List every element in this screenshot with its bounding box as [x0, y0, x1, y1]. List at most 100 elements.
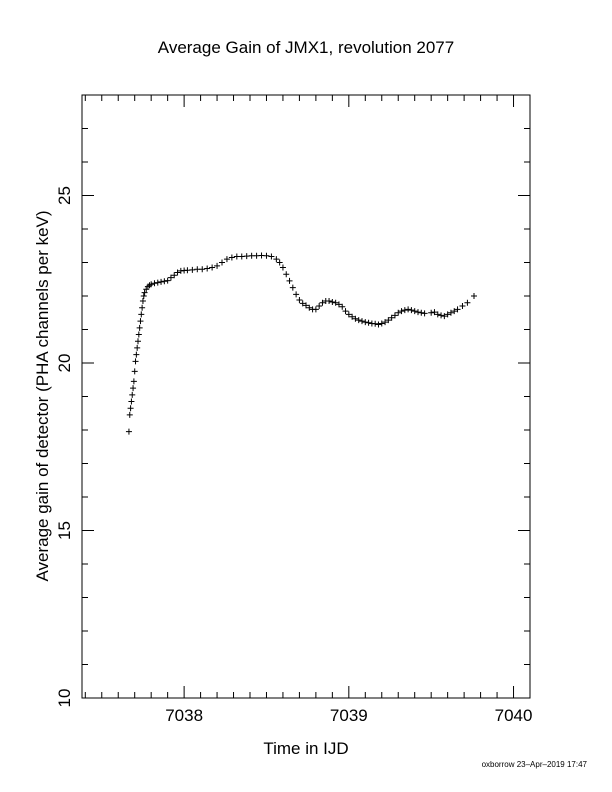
- data-point: [335, 301, 342, 308]
- data-point: [471, 293, 477, 299]
- y-tick-label: 25: [55, 186, 74, 205]
- data-point: [355, 317, 362, 324]
- data-point: [303, 302, 309, 309]
- data-point: [375, 321, 382, 328]
- x-tick-label: 7039: [330, 706, 368, 725]
- data-point: [268, 253, 275, 260]
- data-point: [349, 313, 356, 320]
- data-point: [138, 311, 145, 318]
- data-point: [401, 307, 408, 314]
- data-point: [391, 312, 398, 319]
- data-point: [135, 338, 141, 345]
- data-point: [385, 317, 392, 324]
- data-point: [378, 320, 385, 327]
- data-point: [158, 278, 165, 285]
- x-tick-label: 7038: [165, 706, 203, 725]
- data-point: [276, 259, 283, 266]
- data-point: [167, 274, 174, 281]
- data-point: [209, 264, 216, 271]
- y-tick-label: 10: [55, 689, 74, 708]
- data-point: [289, 284, 296, 291]
- x-tick-label: 7040: [495, 706, 533, 725]
- data-point: [126, 411, 133, 418]
- data-point: [133, 351, 140, 358]
- data-point: [293, 291, 300, 298]
- data-point: [279, 264, 286, 271]
- data-point: [273, 256, 280, 263]
- data-point: [130, 378, 137, 385]
- chart-title: Average Gain of JMX1, revolution 2077: [158, 38, 454, 57]
- data-point: [454, 306, 461, 313]
- data-point: [451, 308, 458, 315]
- data-point: [141, 289, 148, 296]
- data-point: [342, 308, 349, 315]
- data-point: [428, 309, 435, 316]
- data-point: [319, 299, 326, 306]
- data-point: [130, 385, 137, 392]
- data-point: [382, 319, 389, 326]
- plot-frame: [81, 94, 531, 699]
- data-point: [405, 306, 412, 313]
- data-point: [299, 300, 306, 307]
- data-point: [154, 279, 161, 286]
- y-tick-label: 20: [55, 354, 74, 373]
- data-point: [204, 265, 211, 272]
- data-point: [139, 304, 146, 311]
- data-point: [228, 254, 235, 261]
- y-axis-label: Average gain of detector (PHA channels p…: [33, 210, 52, 581]
- data-point: [415, 309, 421, 316]
- data-point: [171, 272, 178, 279]
- data-point: [161, 278, 168, 285]
- data-point: [441, 313, 448, 320]
- data-point: [125, 428, 132, 435]
- data-point: [306, 304, 313, 311]
- data-point: [395, 309, 402, 316]
- data-point: [189, 266, 196, 273]
- footer-stamp: oxborrow 23–Apr–2019 17:47: [482, 760, 588, 769]
- data-point: [431, 309, 438, 316]
- x-axis-label: Time in IJD: [263, 739, 348, 758]
- data-point: [359, 318, 365, 325]
- data-point: [408, 307, 415, 314]
- data-point: [339, 303, 346, 310]
- axis-ticks: [82, 94, 531, 699]
- data-point: [332, 299, 339, 306]
- y-tick-label: 15: [55, 521, 74, 540]
- data-point: [296, 297, 303, 304]
- data-point: [132, 358, 139, 365]
- data-point: [174, 269, 181, 276]
- data-point: [263, 252, 270, 259]
- data-point: [164, 277, 171, 284]
- data-point: [131, 368, 138, 375]
- data-point: [411, 308, 418, 315]
- data-point: [329, 299, 336, 306]
- data-point: [326, 298, 333, 305]
- tick-labels: 7038 7039 7040 10 15 20 25: [55, 186, 532, 725]
- data-point: [372, 320, 379, 327]
- data-point: [148, 281, 155, 288]
- data-point: [444, 311, 451, 318]
- data-point: [128, 398, 135, 405]
- data-point: [140, 293, 147, 299]
- data-point: [418, 309, 425, 316]
- data-point: [421, 310, 428, 317]
- data-point: [345, 311, 352, 318]
- data-point: [199, 266, 206, 273]
- data-point: [438, 312, 445, 319]
- data-point: [219, 259, 225, 266]
- data-point: [214, 262, 221, 269]
- data-point: [136, 324, 143, 331]
- data-point: [134, 344, 141, 351]
- data-point: [365, 319, 372, 326]
- data-point: [388, 314, 395, 321]
- data-point: [362, 319, 369, 326]
- data-point: [464, 299, 471, 306]
- data-point: [312, 306, 319, 313]
- data-point: [398, 308, 405, 315]
- data-marks: [125, 252, 477, 435]
- data-point: [137, 318, 144, 325]
- data-point: [459, 303, 466, 310]
- data-point: [223, 256, 230, 263]
- data-point: [151, 280, 158, 287]
